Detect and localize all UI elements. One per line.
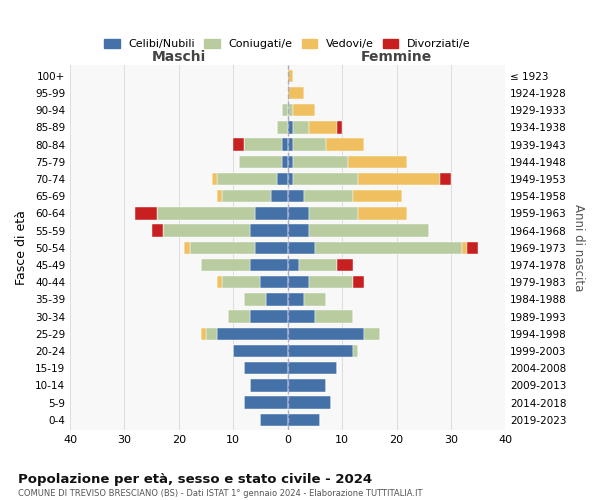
Bar [326,138,364,151]
Bar [217,173,277,185]
Bar [244,362,287,374]
Bar [293,156,347,168]
Bar [299,259,337,271]
Bar [287,156,293,168]
Bar [310,224,429,237]
Bar [287,242,315,254]
Bar [260,414,287,426]
Bar [293,121,310,134]
Bar [287,328,364,340]
Bar [287,276,310,288]
Bar [244,396,287,409]
Bar [244,138,282,151]
Bar [200,259,250,271]
Bar [287,345,353,357]
Bar [223,190,271,202]
Bar [233,345,287,357]
Text: Popolazione per età, sesso e stato civile - 2024: Popolazione per età, sesso e stato civil… [18,472,372,486]
Legend: Celibi/Nubili, Coniugati/e, Vedovi/e, Divorziati/e: Celibi/Nubili, Coniugati/e, Vedovi/e, Di… [100,34,475,54]
Bar [315,310,353,323]
Bar [184,242,190,254]
Bar [358,173,440,185]
Bar [287,190,304,202]
Bar [304,190,353,202]
Text: Maschi: Maschi [152,50,206,64]
Bar [287,310,315,323]
Bar [200,328,206,340]
Bar [287,259,299,271]
Bar [217,190,223,202]
Bar [163,224,250,237]
Bar [337,259,353,271]
Bar [136,207,157,220]
Bar [347,156,407,168]
Bar [440,173,451,185]
Bar [277,173,287,185]
Bar [287,121,293,134]
Bar [282,104,287,117]
Text: COMUNE DI TREVISO BRESCIANO (BS) - Dati ISTAT 1° gennaio 2024 - Elaborazione TUT: COMUNE DI TREVISO BRESCIANO (BS) - Dati … [18,489,422,498]
Bar [364,328,380,340]
Bar [293,173,358,185]
Bar [250,379,287,392]
Bar [310,207,358,220]
Bar [233,138,244,151]
Bar [271,190,287,202]
Bar [287,414,320,426]
Bar [228,310,250,323]
Bar [287,396,331,409]
Bar [310,276,353,288]
Bar [293,138,326,151]
Bar [206,328,217,340]
Bar [287,207,310,220]
Bar [353,190,402,202]
Bar [310,121,337,134]
Text: Femmine: Femmine [361,50,432,64]
Y-axis label: Anni di nascita: Anni di nascita [572,204,585,292]
Bar [212,173,217,185]
Bar [287,104,293,117]
Bar [239,156,282,168]
Bar [223,276,260,288]
Bar [287,70,293,82]
Bar [157,207,255,220]
Bar [255,242,287,254]
Bar [353,345,358,357]
Bar [190,242,255,254]
Bar [152,224,163,237]
Bar [250,224,287,237]
Bar [353,276,364,288]
Y-axis label: Fasce di età: Fasce di età [15,210,28,285]
Bar [217,328,287,340]
Bar [255,207,287,220]
Bar [287,224,310,237]
Bar [287,293,304,306]
Bar [287,138,293,151]
Bar [337,121,342,134]
Bar [266,293,287,306]
Bar [287,87,304,99]
Bar [467,242,478,254]
Bar [462,242,467,254]
Bar [250,259,287,271]
Bar [287,362,337,374]
Bar [287,173,293,185]
Bar [315,242,462,254]
Bar [277,121,287,134]
Bar [250,310,287,323]
Bar [217,276,223,288]
Bar [293,104,315,117]
Bar [282,138,287,151]
Bar [358,207,407,220]
Bar [282,156,287,168]
Bar [287,379,326,392]
Bar [304,293,326,306]
Bar [260,276,287,288]
Bar [244,293,266,306]
